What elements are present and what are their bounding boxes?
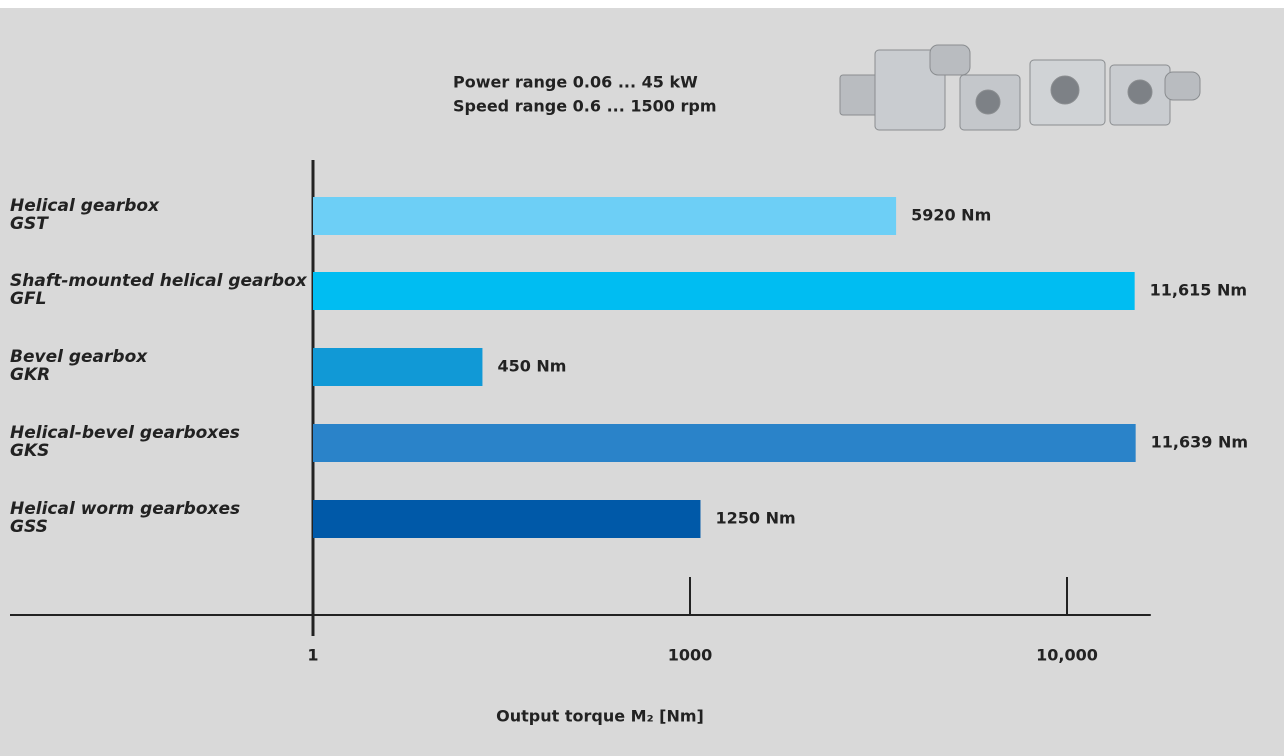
category-label: Shaft-mounted helical gearbox bbox=[10, 271, 308, 291]
category-code: GST bbox=[10, 214, 49, 234]
bar bbox=[313, 348, 483, 386]
top-band bbox=[0, 0, 1284, 8]
category-label: Helical gearbox bbox=[10, 196, 160, 216]
title-line: Power range 0.06 ... 45 kW bbox=[453, 73, 698, 92]
category-label: Bevel gearbox bbox=[10, 347, 148, 367]
x-tick-label: 10,000 bbox=[1036, 646, 1098, 665]
category-code: GSS bbox=[10, 517, 48, 537]
category-code: GKS bbox=[10, 441, 49, 461]
category-label: Helical-bevel gearboxes bbox=[10, 423, 240, 443]
value-label: 11,615 Nm bbox=[1150, 281, 1247, 300]
bar bbox=[313, 197, 897, 235]
bar bbox=[313, 500, 701, 538]
value-label: 450 Nm bbox=[497, 357, 566, 376]
x-tick-label: 1 bbox=[307, 646, 318, 665]
x-axis-label: Output torque M₂ [Nm] bbox=[496, 707, 704, 726]
bar bbox=[313, 424, 1136, 462]
value-label: 11,639 Nm bbox=[1151, 433, 1248, 452]
title-line: Speed range 0.6 ... 1500 rpm bbox=[453, 97, 717, 116]
value-label: 1250 Nm bbox=[715, 509, 795, 528]
bar bbox=[313, 272, 1135, 310]
category-code: GFL bbox=[10, 289, 46, 309]
category-label: Helical worm gearboxes bbox=[10, 499, 240, 519]
value-label: 5920 Nm bbox=[911, 206, 991, 225]
category-code: GKR bbox=[10, 365, 50, 385]
product-image bbox=[839, 44, 1201, 131]
x-tick-label: 1000 bbox=[668, 646, 713, 665]
